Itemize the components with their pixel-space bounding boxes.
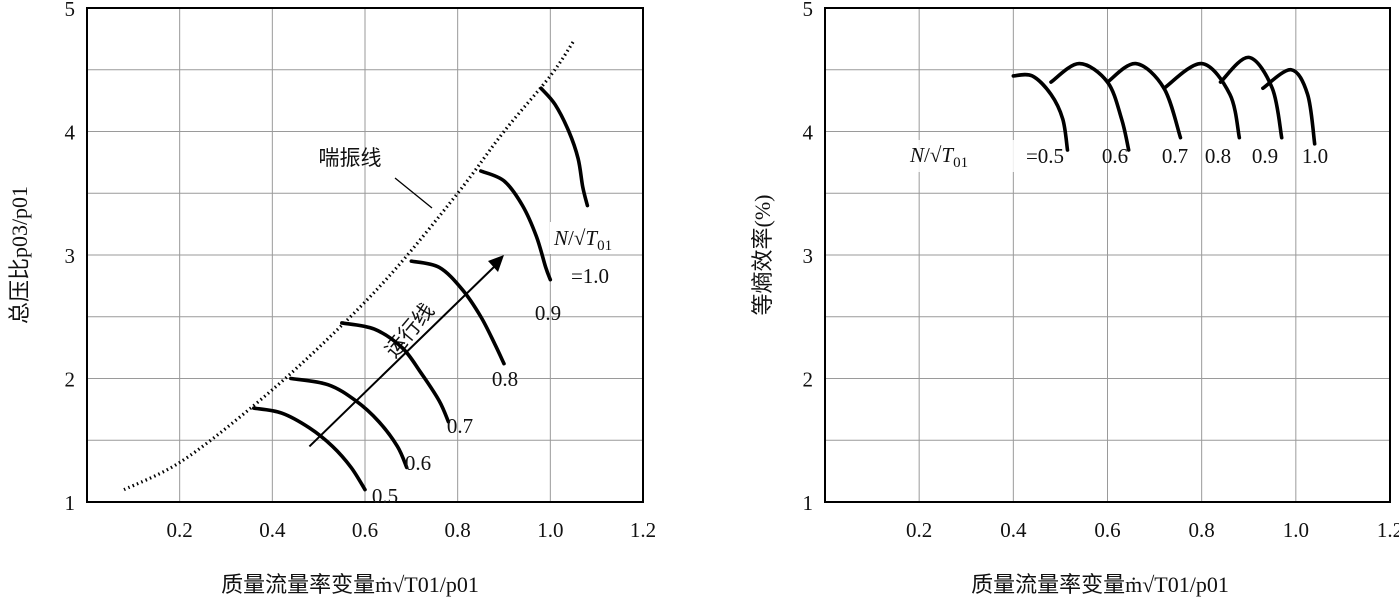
x-axis-title: 质量流量率变量ṁ√T01/p01 — [221, 572, 479, 597]
speed-line — [340, 321, 451, 424]
y-tick-label: 5 — [65, 0, 76, 21]
y-axis-title: 等熵效率(%) — [750, 195, 775, 316]
surge-line — [123, 40, 575, 492]
x-tick-label: 1.0 — [1283, 518, 1309, 542]
efficiency-speed-line-label: =0.5 — [1026, 144, 1064, 168]
x-tick-label: 0.6 — [352, 518, 378, 542]
x-tick-label: 1.2 — [1377, 518, 1399, 542]
efficiency-speed-line — [1049, 61, 1131, 152]
x-tick-label: 0.8 — [1189, 518, 1215, 542]
x-tick-label: 1.2 — [630, 518, 656, 542]
operating-line-label: 运行线 — [380, 299, 439, 363]
speed-line — [539, 86, 590, 208]
surge-label-leader — [394, 177, 433, 209]
speed-line-label: 0.9 — [535, 301, 561, 325]
efficiency-speed-line-label: 0.8 — [1205, 144, 1231, 168]
speed-line-label: 0.5 — [372, 484, 398, 508]
efficiency-speed-line — [1011, 72, 1070, 152]
efficiency-speed-line — [1162, 61, 1242, 140]
y-tick-label: 2 — [65, 368, 76, 392]
y-tick-label: 3 — [65, 244, 76, 268]
efficiency-chart: 0.2 0.4 0.6 0.8 1.0 1.2 1 2 3 4 5 =0.5 0.6 0.7 0.8 0.9 1… — [750, 0, 1399, 597]
speed-title-background — [905, 140, 1015, 172]
efficiency-speed-line — [1105, 61, 1183, 140]
speed-line — [479, 169, 553, 282]
x-tick-label: 0.4 — [259, 518, 286, 542]
y-tick-label: 2 — [803, 368, 814, 392]
speed-line-label: 0.6 — [405, 451, 431, 475]
speed-title-right: N/√T01 — [909, 143, 968, 171]
speed-title-background — [550, 222, 642, 254]
speed-title-text: N/√T01 — [553, 226, 612, 254]
speed-title-text: N/√T01 — [909, 143, 968, 171]
y-tick-label: 4 — [803, 121, 814, 145]
speed-line — [409, 259, 506, 366]
x-tick-label: 0.6 — [1094, 518, 1120, 542]
speed-title-left: N/√T01 — [553, 226, 612, 254]
speed-line — [289, 376, 409, 470]
x-tick-label: 0.2 — [167, 518, 193, 542]
y-tick-label: 3 — [803, 244, 814, 268]
y-axis-title: 总压比p03/p01 — [7, 186, 32, 324]
x-tick-label: 0.2 — [906, 518, 932, 542]
speed-line-label: =1.0 — [571, 264, 609, 288]
efficiency-speed-line-label: 1.0 — [1302, 144, 1328, 168]
y-tick-label: 1 — [803, 491, 814, 515]
x-tick-label: 0.8 — [445, 518, 471, 542]
surge-line-label: 喘振线 — [319, 146, 382, 170]
efficiency-speed-line — [1261, 67, 1317, 146]
y-tick-label: 5 — [803, 0, 814, 21]
speed-line-label: 0.8 — [492, 367, 518, 391]
speed-line-label: 0.7 — [447, 414, 473, 438]
plot-frame — [86, 7, 644, 503]
plot-frame — [824, 7, 1391, 503]
x-tick-label: 0.4 — [1000, 518, 1027, 542]
efficiency-speed-line — [1218, 55, 1284, 140]
efficiency-speed-line-label: 0.9 — [1252, 144, 1278, 168]
x-axis-title-text: 质量流量率变量ṁ√T01/p01 — [221, 572, 479, 597]
y-tick-label: 4 — [65, 121, 76, 145]
x-tick-label: 1.0 — [537, 518, 563, 542]
speed-line — [252, 406, 367, 492]
x-axis-title-text: 质量流量率变量ṁ√T01/p01 — [971, 572, 1229, 597]
operating-line-arrowhead — [488, 255, 504, 272]
efficiency-speed-line-label: 0.6 — [1102, 144, 1128, 168]
y-tick-label: 1 — [65, 491, 76, 515]
efficiency-speed-line-label: 0.7 — [1162, 144, 1188, 168]
